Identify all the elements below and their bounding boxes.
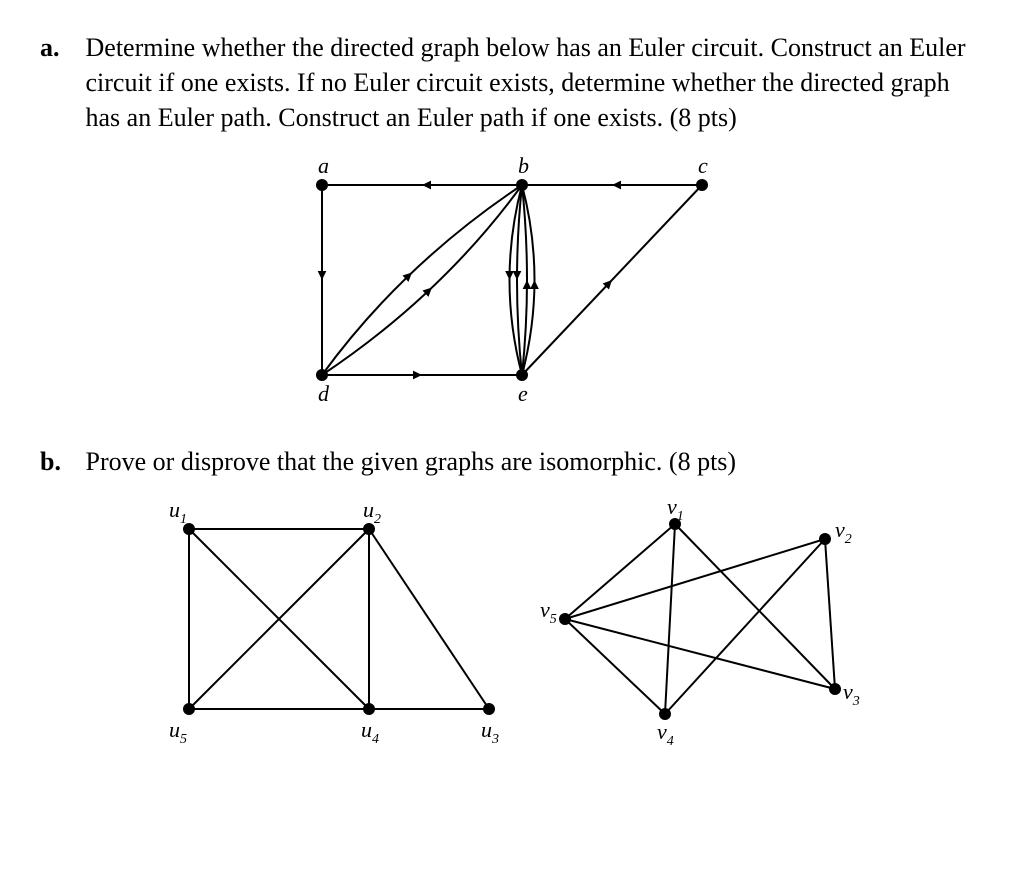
svg-text:v2: v2 <box>835 517 852 547</box>
svg-text:c: c <box>698 153 708 178</box>
problem-b-text: Prove or disprove that the given graphs … <box>86 444 978 479</box>
svg-text:u5: u5 <box>169 717 187 747</box>
svg-text:b: b <box>518 153 529 178</box>
svg-text:u3: u3 <box>481 717 499 747</box>
problem-b-figure: u1u2u5u4u3 v1v2v3v4v5 <box>40 489 984 758</box>
graph-b-left: u1 u2 u5 u4 u3 <box>139 489 519 749</box>
svg-text:d: d <box>318 381 330 406</box>
problem-a-label: a. <box>40 30 79 65</box>
svg-text:v4: v4 <box>657 719 674 749</box>
svg-text:u2: u2 <box>363 497 381 527</box>
svg-text:a: a <box>318 153 329 178</box>
svg-text:u1: u1 <box>169 497 187 527</box>
problem-a-figure: a b c d e <box>40 145 984 424</box>
problem-a: a. Determine whether the directed graph … <box>40 30 984 424</box>
problem-b-label: b. <box>40 444 79 479</box>
graph-b-right: v1v2v3v4v5 <box>525 489 885 749</box>
problem-b: b. Prove or disprove that the given grap… <box>40 444 984 758</box>
directed-graph-a: a b c d e <box>262 145 762 415</box>
svg-text:u4: u4 <box>361 717 379 747</box>
svg-text:v3: v3 <box>843 679 860 709</box>
problem-a-text: Determine whether the directed graph bel… <box>86 30 978 135</box>
svg-text:e: e <box>518 381 528 406</box>
svg-text:v5: v5 <box>540 597 557 627</box>
